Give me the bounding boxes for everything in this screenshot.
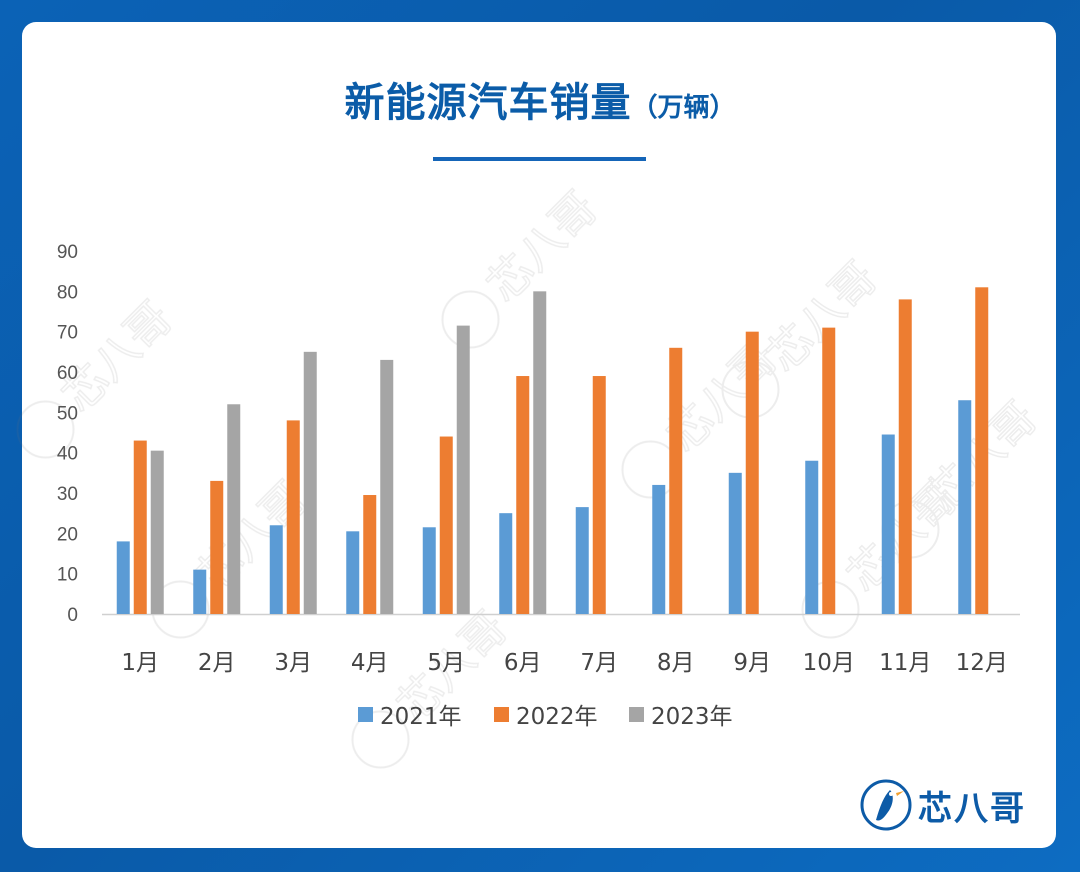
bar-2021年-10月 xyxy=(805,460,819,614)
title-underline xyxy=(433,157,646,161)
bar-2021年-5月 xyxy=(422,527,436,614)
bar-2021年-7月 xyxy=(575,507,589,614)
x-tick-label: 6月 xyxy=(504,650,542,676)
legend-item: 2021年 xyxy=(358,704,462,730)
chart-title-unit: （万辆） xyxy=(631,93,736,123)
bar-2021年-2月 xyxy=(193,569,207,614)
bar-2022年-11月 xyxy=(898,299,912,614)
x-tick-label: 12月 xyxy=(956,650,1008,676)
bar-2022年-2月 xyxy=(210,480,224,614)
bar-2022年-1月 xyxy=(133,440,147,614)
x-tick-label: 3月 xyxy=(274,650,312,676)
watermark: 芯八哥 xyxy=(621,332,788,499)
legend-swatch xyxy=(629,707,644,722)
bar-2023年-5月 xyxy=(456,325,470,614)
bar-2021年-4月 xyxy=(346,531,360,614)
legend-item: 2023年 xyxy=(629,704,733,730)
watermark-text: 芯八哥 xyxy=(53,292,182,421)
bar-2023年-3月 xyxy=(303,351,317,614)
bar-2023年-4月 xyxy=(380,359,394,614)
x-tick-label: 7月 xyxy=(580,650,618,676)
bar-2021年-12月 xyxy=(958,400,972,614)
bar-2021年-6月 xyxy=(499,513,513,614)
y-tick-label: 40 xyxy=(57,444,78,465)
legend-item: 2022年 xyxy=(494,704,598,730)
bar-2021年-8月 xyxy=(652,484,666,614)
bar-2022年-3月 xyxy=(286,420,300,614)
bar-2021年-9月 xyxy=(728,472,742,614)
x-tick-label: 4月 xyxy=(351,650,389,676)
bar-2022年-4月 xyxy=(363,495,377,614)
legend-label: 2022年 xyxy=(516,704,598,730)
legend-label: 2021年 xyxy=(380,704,462,730)
bar-2022年-7月 xyxy=(592,376,606,614)
watermark-logo-icon xyxy=(721,360,780,419)
bar-2022年-10月 xyxy=(822,327,836,614)
bar-2022年-9月 xyxy=(745,331,759,614)
watermark-logo-icon xyxy=(16,400,75,459)
bar-2023年-6月 xyxy=(533,291,547,614)
y-tick-label: 50 xyxy=(57,403,78,424)
y-tick-label: 0 xyxy=(67,605,78,626)
y-tick-label: 20 xyxy=(57,524,78,545)
bar-2022年-8月 xyxy=(669,347,683,614)
y-tick-label: 30 xyxy=(57,484,78,505)
bar-2023年-2月 xyxy=(227,404,241,614)
bar-2021年-11月 xyxy=(881,434,895,614)
x-tick-label: 5月 xyxy=(427,650,465,676)
bar-2022年-12月 xyxy=(975,287,989,614)
y-tick-label: 60 xyxy=(57,363,78,384)
watermark: 芯八哥 xyxy=(16,292,183,459)
bar-2023年-1月 xyxy=(150,450,164,614)
x-tick-label: 10月 xyxy=(803,650,855,676)
watermark-logo-icon xyxy=(441,290,500,349)
logo-ring-icon xyxy=(860,779,912,831)
legend-swatch xyxy=(358,707,373,722)
bar-2021年-3月 xyxy=(269,525,283,614)
bar-2022年-5月 xyxy=(439,436,453,614)
bar-2021年-1月 xyxy=(116,541,130,614)
brand-name: 芯八哥 xyxy=(918,789,1026,829)
x-tick-label: 9月 xyxy=(733,650,771,676)
y-tick-label: 80 xyxy=(57,282,78,303)
legend-swatch xyxy=(494,707,509,722)
watermark: 芯八哥 xyxy=(351,602,518,769)
legend-label: 2023年 xyxy=(651,704,733,730)
bird-icon xyxy=(876,790,893,821)
chart-title: 新能源汽车销量（万辆） xyxy=(0,70,1080,128)
x-tick-label: 2月 xyxy=(198,650,236,676)
brand-logo xyxy=(860,779,912,831)
x-tick-label: 1月 xyxy=(121,650,159,676)
x-tick-label: 11月 xyxy=(879,650,931,676)
y-tick-label: 70 xyxy=(57,323,78,344)
y-tick-label: 10 xyxy=(57,565,78,586)
y-tick-label: 90 xyxy=(57,242,78,263)
bar-2022年-6月 xyxy=(516,376,530,614)
chart-title-main: 新能源汽车销量 xyxy=(344,80,632,126)
x-tick-label: 8月 xyxy=(657,650,695,676)
